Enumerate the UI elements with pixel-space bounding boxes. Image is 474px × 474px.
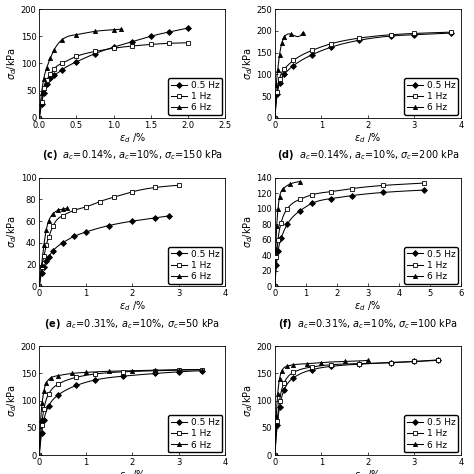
X-axis label: $\varepsilon_d$ /%: $\varepsilon_d$ /% — [355, 131, 381, 145]
Text: $\mathbf{(f)}$  $a_c$=0.31%, $a_c$=10%, $\sigma_c$=100 kPa: $\mathbf{(f)}$ $a_c$=0.31%, $a_c$=10%, $… — [278, 317, 457, 331]
X-axis label: $\varepsilon_d$ /%: $\varepsilon_d$ /% — [119, 131, 146, 145]
X-axis label: $\varepsilon_d$ /%: $\varepsilon_d$ /% — [119, 468, 146, 474]
X-axis label: $\varepsilon_d$ /%: $\varepsilon_d$ /% — [355, 468, 381, 474]
Y-axis label: $\sigma_d$/kPa: $\sigma_d$/kPa — [6, 384, 19, 417]
Y-axis label: $\sigma_d$/kPa: $\sigma_d$/kPa — [241, 47, 255, 80]
Text: $\mathbf{(c)}$  $a_c$=0.14%, $a_c$=10%, $\sigma_c$=150 kPa: $\mathbf{(c)}$ $a_c$=0.14%, $a_c$=10%, $… — [42, 148, 223, 162]
Y-axis label: $\sigma_d$/kPa: $\sigma_d$/kPa — [241, 384, 255, 417]
X-axis label: $\varepsilon_d$ /%: $\varepsilon_d$ /% — [355, 300, 381, 313]
X-axis label: $\varepsilon_d$ /%: $\varepsilon_d$ /% — [119, 300, 146, 313]
Legend: 0.5 Hz, 1 Hz, 6 Hz: 0.5 Hz, 1 Hz, 6 Hz — [168, 247, 222, 284]
Legend: 0.5 Hz, 1 Hz, 6 Hz: 0.5 Hz, 1 Hz, 6 Hz — [168, 415, 222, 452]
Legend: 0.5 Hz, 1 Hz, 6 Hz: 0.5 Hz, 1 Hz, 6 Hz — [404, 415, 458, 452]
Legend: 0.5 Hz, 1 Hz, 6 Hz: 0.5 Hz, 1 Hz, 6 Hz — [168, 78, 222, 115]
Y-axis label: $\sigma_d$/kPa: $\sigma_d$/kPa — [241, 216, 255, 248]
Legend: 0.5 Hz, 1 Hz, 6 Hz: 0.5 Hz, 1 Hz, 6 Hz — [404, 78, 458, 115]
Legend: 0.5 Hz, 1 Hz, 6 Hz: 0.5 Hz, 1 Hz, 6 Hz — [404, 247, 458, 284]
Y-axis label: $\sigma_d$/kPa: $\sigma_d$/kPa — [6, 47, 19, 80]
Text: $\mathbf{(d)}$  $a_c$=0.14%, $a_c$=10%, $\sigma_c$=200 kPa: $\mathbf{(d)}$ $a_c$=0.14%, $a_c$=10%, $… — [277, 148, 459, 162]
Y-axis label: $\sigma_d$/kPa: $\sigma_d$/kPa — [6, 216, 19, 248]
Text: $\mathbf{(e)}$  $a_c$=0.31%, $a_c$=10%, $\sigma_c$=50 kPa: $\mathbf{(e)}$ $a_c$=0.31%, $a_c$=10%, $… — [45, 317, 220, 331]
